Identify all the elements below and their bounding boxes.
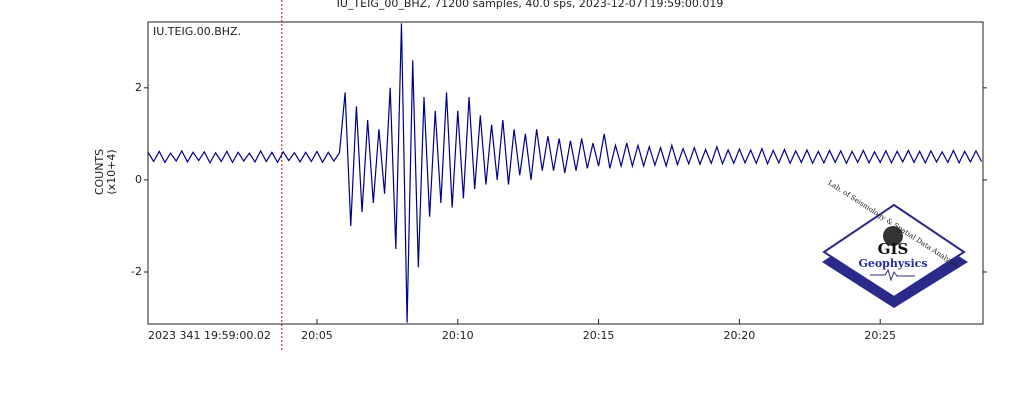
plot-frame bbox=[147, 21, 984, 325]
x-tick-label: 20:05 bbox=[301, 329, 333, 342]
chart-title: IU_TEIG_00_BHZ, 71200 samples, 40.0 sps,… bbox=[337, 0, 724, 10]
x-tick-label: 20:10 bbox=[442, 329, 474, 342]
x-tick-label: 20:15 bbox=[583, 329, 615, 342]
y-label: COUNTS bbox=[93, 149, 106, 195]
y-axis-title: COUNTS (x10+4) bbox=[93, 149, 118, 195]
logo-subtitle: Geophysics bbox=[858, 257, 927, 270]
waveform bbox=[147, 23, 983, 323]
logo-globe bbox=[883, 226, 903, 246]
x-tick-label: 20:25 bbox=[864, 329, 896, 342]
y-tick-label: 2 bbox=[135, 81, 142, 94]
x-tick-label: 2023 341 19:59:00.02 bbox=[148, 329, 271, 342]
y-tick-label: 0 bbox=[135, 173, 142, 186]
y-unit-label: (x10+4) bbox=[105, 149, 118, 194]
logo-wave bbox=[870, 268, 915, 282]
x-tick-label: 20:20 bbox=[724, 329, 756, 342]
logo-diamond bbox=[822, 203, 966, 299]
logo-name: GIS bbox=[878, 240, 909, 258]
plot-area: -2 0 2 2023 341 19:59:00.02 20:05 20:10 20:15 2… bbox=[131, 0, 987, 352]
station-label: IU.TEIG.00.BHZ. bbox=[153, 25, 241, 38]
y-tick-label: -2 bbox=[131, 265, 142, 278]
